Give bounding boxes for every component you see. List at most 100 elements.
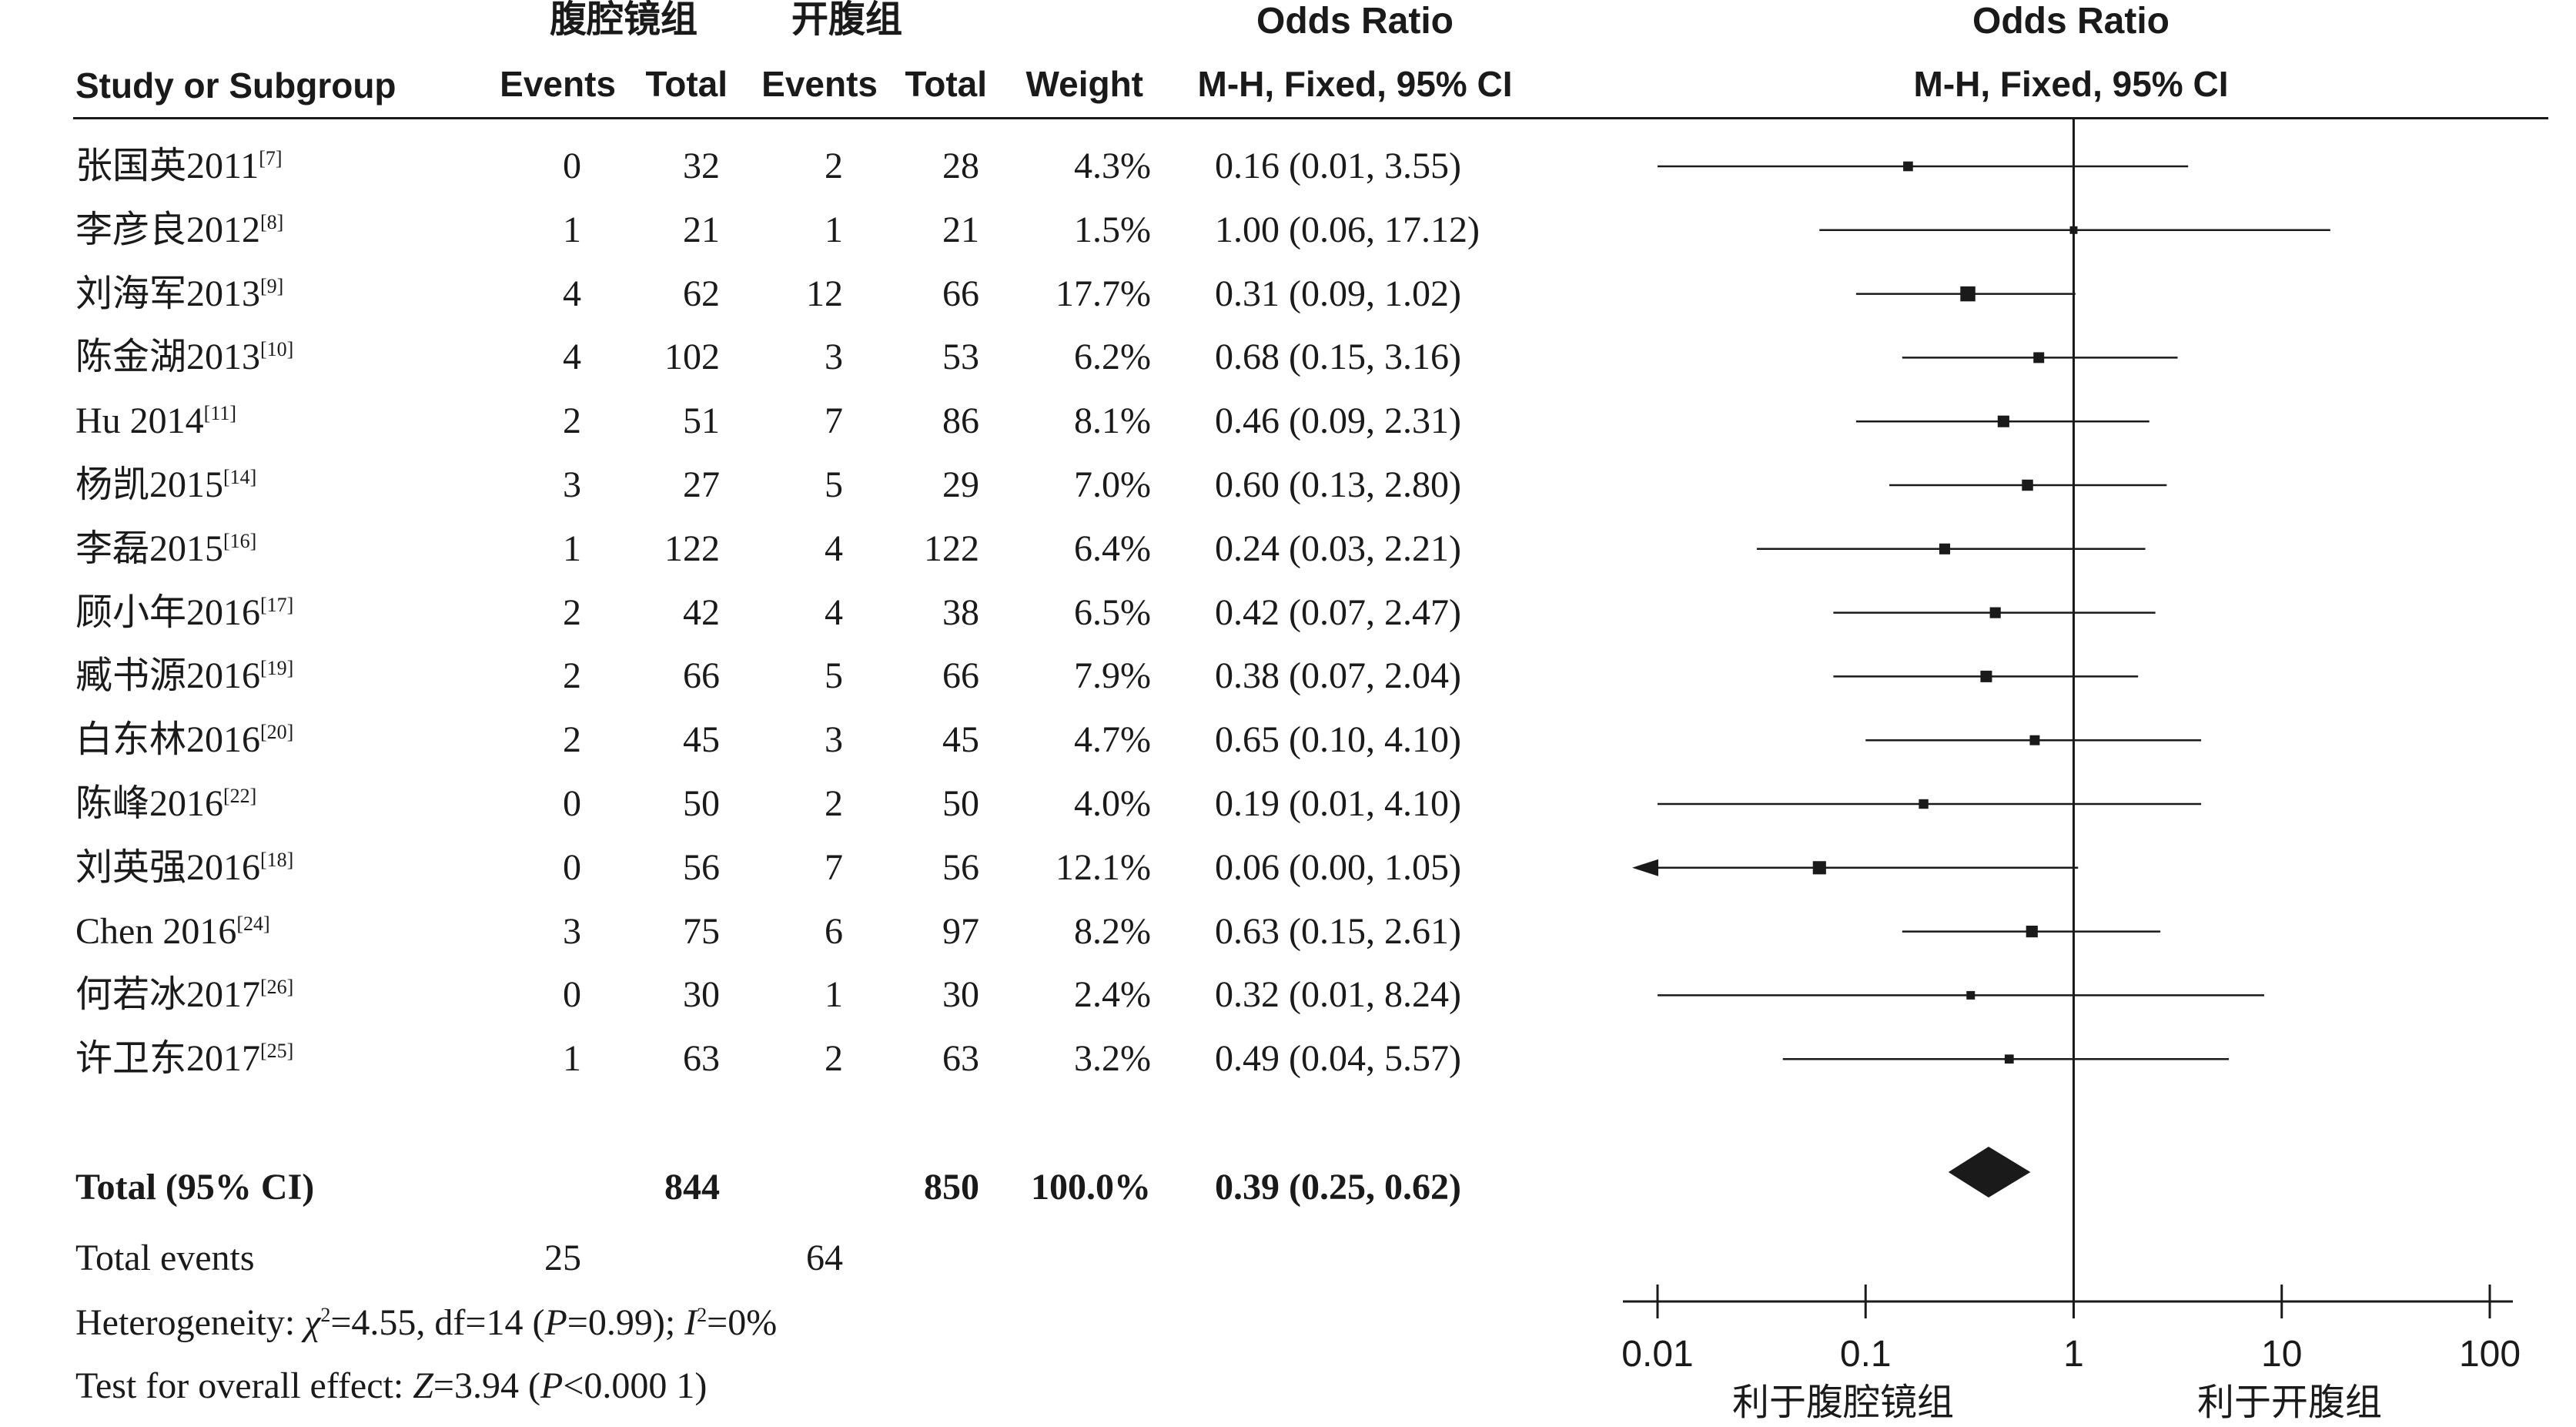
overall-effect-text: Test for overall effect: Z=3.94 (P<0.000… bbox=[75, 1365, 708, 1406]
events-open-cell: 5 bbox=[825, 464, 843, 505]
events-open-cell: 2 bbox=[825, 783, 843, 824]
total-laparoscopic-cell: 21 bbox=[683, 209, 720, 250]
events-laparoscopic-cell: 1 bbox=[563, 209, 581, 250]
study-name-text: 白东林2016 bbox=[75, 719, 261, 760]
point-estimate-square bbox=[1919, 799, 1929, 809]
ci-arrow-left bbox=[1632, 859, 1658, 876]
events-open-cell: 3 bbox=[825, 719, 843, 760]
study-name: 刘英强2016[18] bbox=[75, 849, 293, 886]
study-name-text: 顾小年2016 bbox=[75, 592, 261, 633]
or-ci-cell: 0.60 (0.13, 2.80) bbox=[1215, 464, 1461, 505]
total-open-cell: 66 bbox=[942, 273, 979, 314]
study-name: 陈峰2016[22] bbox=[75, 786, 256, 822]
events-laparoscopic-cell: 2 bbox=[563, 719, 581, 760]
total-open-cell: 86 bbox=[942, 400, 979, 441]
study-name: Chen 2016[24] bbox=[75, 913, 270, 950]
events-open-cell: 6 bbox=[825, 911, 843, 952]
point-estimate-square bbox=[2022, 479, 2033, 491]
study-name-text: 李磊2015 bbox=[75, 528, 224, 569]
study-name: 白东林2016[20] bbox=[75, 722, 293, 759]
study-reference: [10] bbox=[260, 338, 294, 360]
group-header-open: 开腹组 bbox=[791, 0, 902, 40]
study-reference: [18] bbox=[260, 849, 294, 871]
study-name-text: 杨凯2015 bbox=[75, 464, 224, 505]
point-estimate-square bbox=[1980, 670, 1992, 682]
total-laparoscopic-cell: 56 bbox=[683, 847, 720, 888]
point-estimate-square bbox=[1966, 990, 1975, 1000]
total-open-cell: 30 bbox=[942, 974, 979, 1015]
or-ci-cell: 0.16 (0.01, 3.55) bbox=[1215, 146, 1461, 186]
total-laparoscopic-cell: 50 bbox=[683, 783, 720, 824]
events-open-cell: 2 bbox=[825, 1038, 843, 1079]
heterogeneity-text: Heterogeneity: χ2=4.55, df=14 (P=0.99); … bbox=[75, 1302, 778, 1343]
study-name-text: 臧书源2016 bbox=[75, 655, 261, 696]
study-reference: [17] bbox=[260, 594, 294, 616]
study-name: 刘海军2013[9] bbox=[75, 276, 283, 313]
events-header-laparoscopic: Events bbox=[500, 64, 616, 104]
events-open-cell: 12 bbox=[806, 273, 843, 314]
point-estimate-square bbox=[1997, 415, 2009, 427]
study-reference: [9] bbox=[260, 275, 284, 297]
events-open-cell: 7 bbox=[825, 847, 843, 888]
total-laparoscopic-cell: 51 bbox=[683, 400, 720, 441]
study-name-text: 张国英2011 bbox=[75, 146, 259, 186]
study-name-text: 李彦良2012 bbox=[75, 209, 261, 250]
total-header-laparoscopic: Total bbox=[645, 64, 728, 104]
total-laparoscopic-cell: 30 bbox=[683, 974, 720, 1015]
or-ci-cell: 0.49 (0.04, 5.57) bbox=[1215, 1038, 1461, 1079]
or-ci-cell: 0.06 (0.00, 1.05) bbox=[1215, 847, 1461, 888]
study-reference: [24] bbox=[236, 913, 270, 935]
weight-cell: 17.7% bbox=[1055, 273, 1151, 314]
study-reference: [20] bbox=[260, 721, 294, 743]
total-events-label: Total events bbox=[75, 1238, 255, 1278]
total-laparoscopic-cell: 32 bbox=[683, 146, 720, 186]
total-ci: 0.39 (0.25, 0.62) bbox=[1215, 1167, 1461, 1208]
study-reference: [7] bbox=[259, 147, 283, 169]
total-laparoscopic-cell: 63 bbox=[683, 1038, 720, 1079]
events-laparoscopic-cell: 0 bbox=[563, 146, 581, 186]
events-laparoscopic-cell: 3 bbox=[563, 911, 581, 952]
study-name-text: 刘英强2016 bbox=[75, 847, 261, 888]
weight-cell: 1.5% bbox=[1074, 209, 1151, 250]
events-open-cell: 3 bbox=[825, 337, 843, 377]
total-open-cell: 28 bbox=[942, 146, 979, 186]
point-estimate-square bbox=[1939, 543, 1951, 554]
or-ci-cell: 0.19 (0.01, 4.10) bbox=[1215, 783, 1461, 824]
total-laparoscopic-cell: 75 bbox=[683, 911, 720, 952]
study-reference: [8] bbox=[260, 211, 284, 233]
weight-cell: 3.2% bbox=[1074, 1038, 1151, 1079]
study-name: 李彦良2012[8] bbox=[75, 212, 283, 249]
events-laparoscopic-cell: 2 bbox=[563, 592, 581, 633]
total-open-cell: 66 bbox=[942, 655, 979, 696]
events-laparoscopic-cell: 2 bbox=[563, 655, 581, 696]
total-open-cell: 53 bbox=[942, 337, 979, 377]
total-laparoscopic-cell: 42 bbox=[683, 592, 720, 633]
events-laparoscopic-cell: 1 bbox=[563, 528, 581, 569]
or-ci-cell: 0.38 (0.07, 2.04) bbox=[1215, 655, 1461, 696]
total-laparoscopic-cell: 62 bbox=[683, 273, 720, 314]
events-open-cell: 7 bbox=[825, 400, 843, 441]
total-label: Total (95% CI) bbox=[75, 1167, 315, 1208]
weight-cell: 12.1% bbox=[1055, 847, 1151, 888]
study-reference: [26] bbox=[260, 976, 294, 998]
weight-cell: 7.0% bbox=[1074, 464, 1151, 505]
weight-cell: 6.5% bbox=[1074, 592, 1151, 633]
total-laparoscopic-cell: 27 bbox=[683, 464, 720, 505]
study-name-text: 何若冰2017 bbox=[75, 974, 261, 1015]
point-estimate-square bbox=[2069, 226, 2078, 234]
or-method-table: M-H, Fixed, 95% CI bbox=[1197, 64, 1513, 104]
weight-cell: 7.9% bbox=[1074, 655, 1151, 696]
total-laparoscopic-cell: 45 bbox=[683, 719, 720, 760]
weight-cell: 8.2% bbox=[1074, 911, 1151, 952]
events-open-cell: 1 bbox=[825, 209, 843, 250]
total-open-cell: 122 bbox=[924, 528, 979, 569]
study-reference: [11] bbox=[203, 402, 237, 424]
point-estimate-square bbox=[1960, 286, 1975, 302]
total-open-cell: 56 bbox=[942, 847, 979, 888]
study-reference: [25] bbox=[260, 1040, 294, 1062]
total-open-cell: 50 bbox=[942, 783, 979, 824]
study-name: 何若冰2017[26] bbox=[75, 976, 293, 1013]
events-laparoscopic-cell: 0 bbox=[563, 783, 581, 824]
events-open-cell: 4 bbox=[825, 592, 843, 633]
weight-cell: 2.4% bbox=[1074, 974, 1151, 1015]
